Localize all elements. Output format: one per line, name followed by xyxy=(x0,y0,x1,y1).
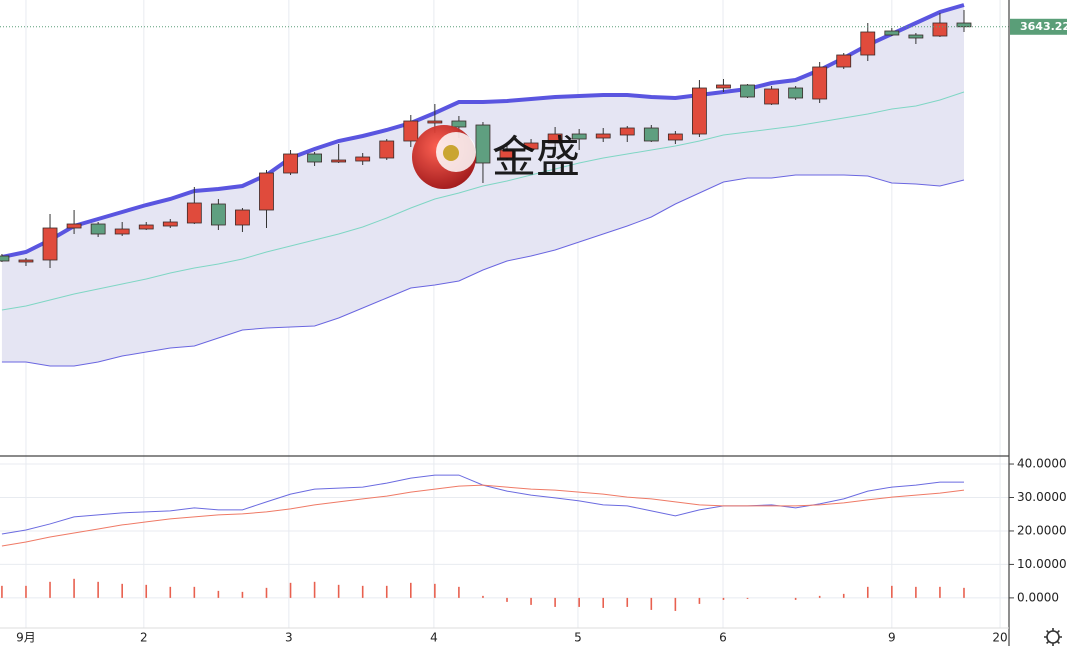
candle-body xyxy=(860,31,876,56)
x-tick-label: 9 xyxy=(888,631,896,645)
y-tick-label: 0.0000 xyxy=(1017,590,1059,604)
candle-body xyxy=(475,124,491,164)
indicator-line xyxy=(1,484,965,547)
candle-body xyxy=(908,34,924,39)
watermark: 金盛 xyxy=(492,132,580,183)
candle-body xyxy=(451,120,467,128)
x-tick-label: 3 xyxy=(285,631,293,645)
x-tick-label: 9月 xyxy=(16,631,36,645)
x-tick-label: 5 xyxy=(574,631,582,645)
band-line xyxy=(1,3,965,259)
candle-body xyxy=(283,153,298,174)
candle-body xyxy=(571,133,587,140)
y-tick-label: 20.0000 xyxy=(1017,523,1067,537)
band-line xyxy=(1,91,965,311)
candle-body xyxy=(210,203,226,226)
candle-body xyxy=(186,202,202,224)
price-tag-label: 3643.22 xyxy=(1020,20,1067,33)
price-tag xyxy=(1010,18,1067,35)
band-line xyxy=(1,174,965,367)
candle-body xyxy=(523,142,539,150)
x-tick-label: 20 xyxy=(992,631,1007,645)
candle-body xyxy=(307,153,322,163)
candle-body xyxy=(235,209,250,226)
candle-body xyxy=(259,172,274,211)
candle-body xyxy=(499,149,515,159)
y-tick-label: 40.0000 xyxy=(1017,457,1067,471)
candle-body xyxy=(66,223,82,229)
candle-body xyxy=(788,87,804,99)
candle-body xyxy=(812,66,828,100)
candle-body xyxy=(427,120,443,124)
candle-body xyxy=(619,127,635,136)
candle-body xyxy=(692,87,707,135)
candle-body xyxy=(740,84,755,98)
candle-body xyxy=(18,259,34,263)
candle-body xyxy=(836,54,852,68)
candle-body xyxy=(884,30,900,36)
logo: 金盛 xyxy=(412,125,580,189)
candle-body xyxy=(138,224,154,230)
candle-body xyxy=(956,22,972,28)
candle-body xyxy=(331,159,347,163)
price-panel xyxy=(0,3,1009,367)
candle-body xyxy=(90,223,106,235)
candle-body xyxy=(379,140,395,159)
candle-body xyxy=(547,133,563,144)
x-tick-label: 4 xyxy=(430,631,438,645)
candle-body xyxy=(162,221,178,227)
settings-icon[interactable] xyxy=(1044,628,1062,646)
y-tick-label: 10.0000 xyxy=(1017,557,1067,571)
candle-body xyxy=(764,88,779,105)
candle-body xyxy=(403,120,419,142)
candle-body xyxy=(0,255,10,262)
candle-body xyxy=(716,84,731,89)
candle-body xyxy=(667,133,683,141)
candle-body xyxy=(355,156,371,162)
candle-body xyxy=(932,22,948,37)
x-tick-label: 2 xyxy=(140,631,148,645)
y-tick-label: 30.0000 xyxy=(1017,490,1067,504)
candle-body xyxy=(595,133,611,139)
candle-body xyxy=(114,228,130,235)
candle-body xyxy=(643,127,659,142)
x-tick-label: 6 xyxy=(719,631,727,645)
candle-body xyxy=(42,227,58,261)
